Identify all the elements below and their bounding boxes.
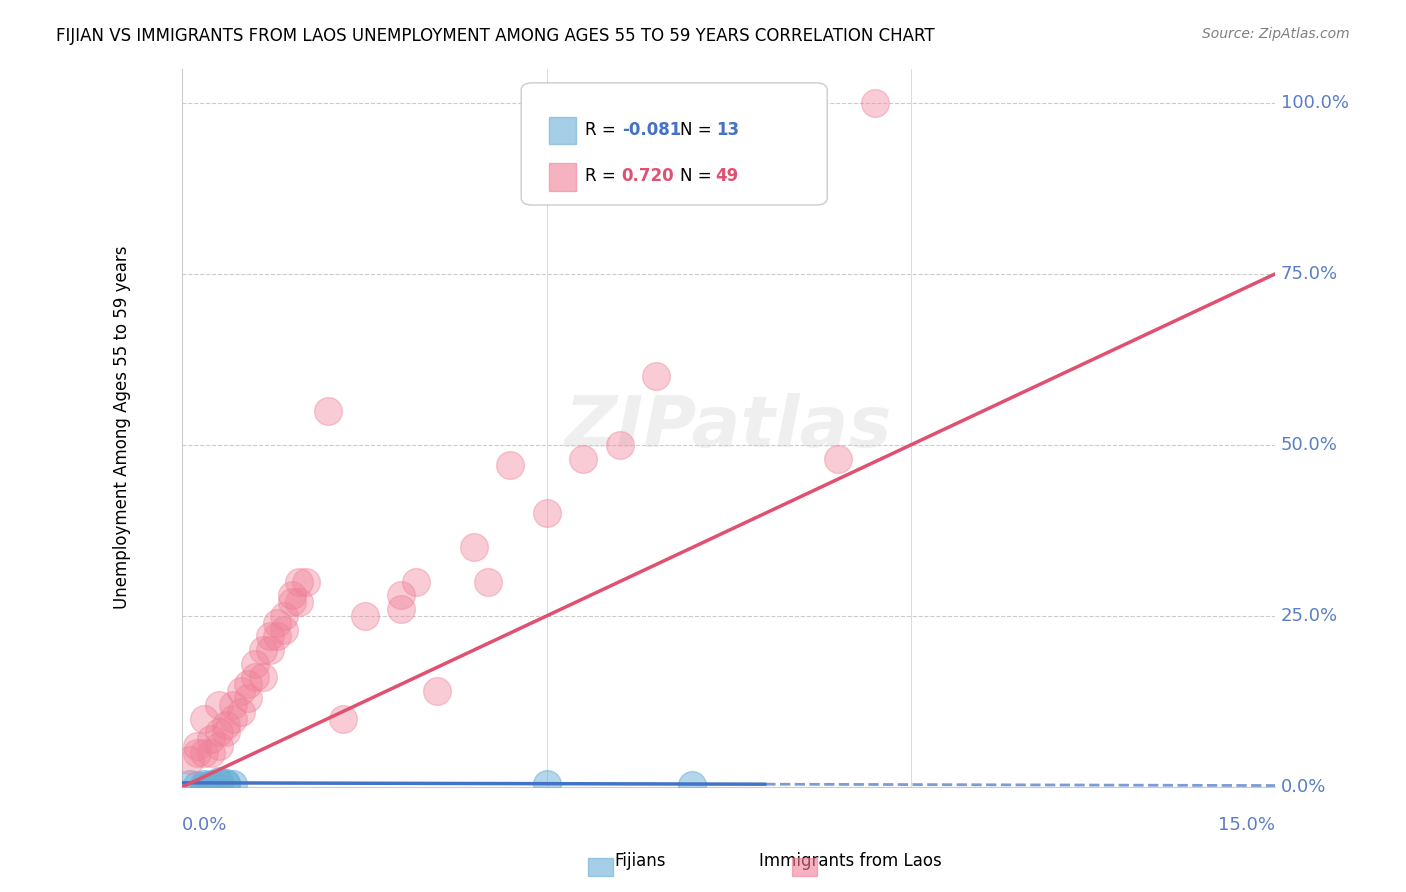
Point [266,615,288,630]
Point [288,574,311,589]
Point [236,677,259,691]
Point [186,739,208,753]
FancyBboxPatch shape [522,83,827,205]
Point [499,458,522,473]
Text: -0.081: -0.081 [621,120,681,138]
Point [245,670,267,684]
Point [273,623,295,637]
Point [215,718,238,732]
Point [295,574,318,589]
Point [200,778,222,792]
Text: Immigrants from Laos: Immigrants from Laos [759,852,942,870]
Point [316,403,339,417]
Point [186,778,208,792]
Text: 49: 49 [716,168,740,186]
Point [229,684,252,698]
Point [200,746,222,760]
Point [280,595,302,609]
Text: 50.0%: 50.0% [1281,436,1337,454]
Point [389,602,412,616]
Point [193,712,215,726]
Text: 15.0%: 15.0% [1219,815,1275,834]
Point [200,776,222,790]
Point [186,746,208,760]
Point [645,369,668,384]
Point [222,698,245,712]
Point [208,725,231,739]
Point [179,776,201,790]
Text: 13: 13 [716,120,740,138]
Point [353,608,375,623]
Text: Fijians: Fijians [614,852,665,870]
Point [463,541,485,555]
Text: N =: N = [679,168,717,186]
Point [259,629,281,643]
Point [280,588,302,602]
Point [193,779,215,793]
Point [536,506,558,520]
Point [208,776,231,790]
Text: 0.0%: 0.0% [183,815,228,834]
Text: 75.0%: 75.0% [1281,265,1339,283]
Text: 0.0%: 0.0% [1281,778,1326,796]
Point [266,629,288,643]
Bar [548,117,576,144]
Text: R =: R = [585,120,620,138]
Text: R =: R = [585,168,620,186]
Point [477,574,499,589]
Point [405,574,427,589]
Point [222,776,245,790]
Point [222,712,245,726]
Point [215,725,238,739]
Point [389,588,412,602]
Text: N =: N = [679,120,717,138]
Point [245,657,267,671]
Point [252,670,274,684]
Point [273,608,295,623]
Text: 0.720: 0.720 [621,168,675,186]
Text: Source: ZipAtlas.com: Source: ZipAtlas.com [1202,27,1350,41]
Bar [548,163,576,191]
Point [179,753,201,767]
Point [236,690,259,705]
Text: 100.0%: 100.0% [1281,94,1348,112]
Point [609,438,631,452]
Text: 25.0%: 25.0% [1281,607,1339,625]
Point [229,705,252,719]
Point [863,95,886,110]
Point [208,739,231,753]
Point [252,643,274,657]
Point [572,451,595,466]
Point [208,774,231,789]
Point [193,777,215,791]
Text: ZIPatlas: ZIPatlas [565,393,893,462]
Point [208,698,231,712]
Point [288,595,311,609]
Point [681,778,703,792]
Point [259,643,281,657]
Point [332,712,354,726]
Text: FIJIAN VS IMMIGRANTS FROM LAOS UNEMPLOYMENT AMONG AGES 55 TO 59 YEARS CORRELATIO: FIJIAN VS IMMIGRANTS FROM LAOS UNEMPLOYM… [56,27,935,45]
Point [536,777,558,791]
Point [215,777,238,791]
Point [200,732,222,747]
Point [827,451,849,466]
Point [426,684,449,698]
Point [215,776,238,790]
Text: Unemployment Among Ages 55 to 59 years: Unemployment Among Ages 55 to 59 years [114,246,131,609]
Point [193,746,215,760]
